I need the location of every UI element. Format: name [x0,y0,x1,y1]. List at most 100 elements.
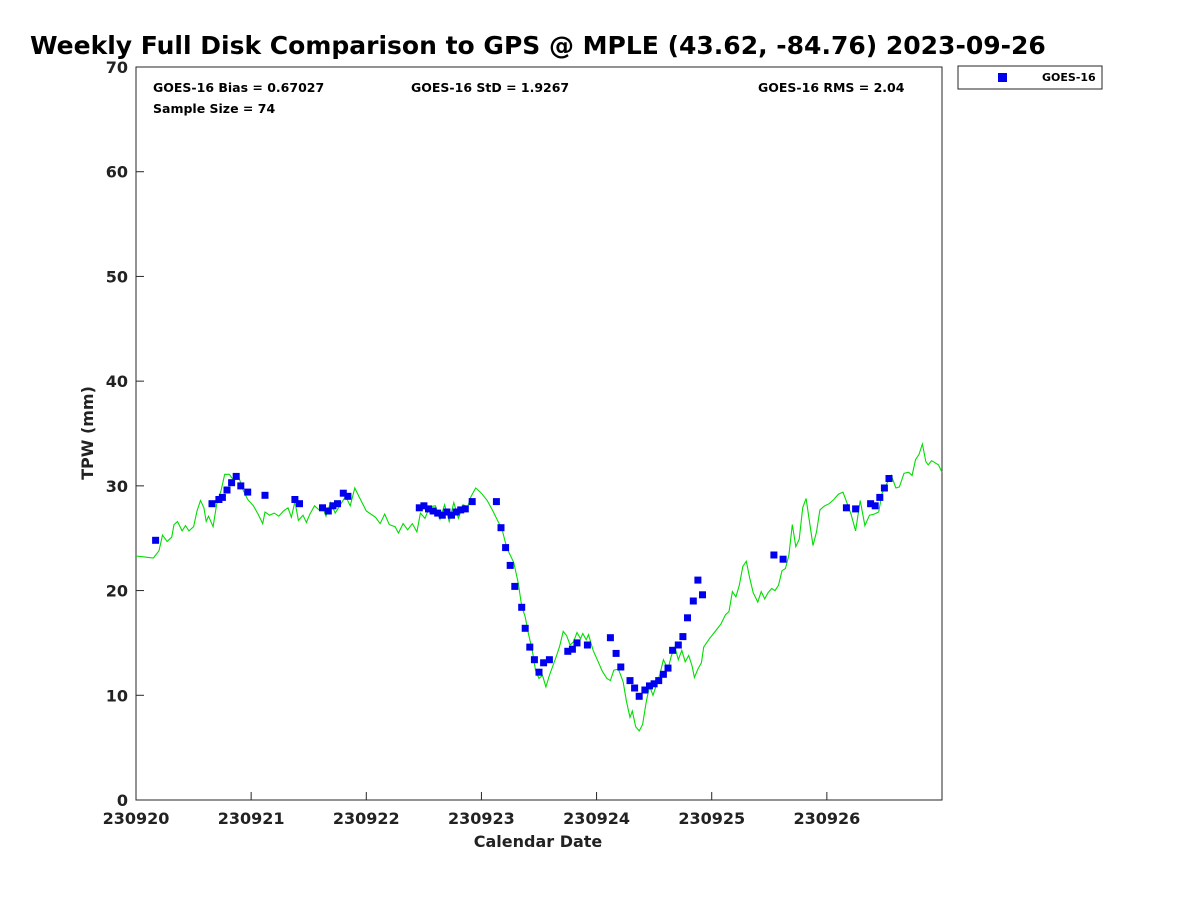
legend: GOES-16 [957,65,1103,90]
stat-sample-size: Sample Size = 74 [153,101,275,116]
goes16-point [535,668,543,676]
goes16-point [617,663,625,671]
goes16-point [452,508,460,516]
y-tick-label: 20 [106,582,128,601]
goes16-point [689,597,697,605]
goes16-point [530,656,538,664]
y-tick-label: 60 [106,163,128,182]
goes16-point [324,507,332,515]
x-tick-label: 230925 [678,809,745,828]
goes16-point [635,692,643,700]
goes16-point [415,504,423,512]
stat-std: GOES-16 StD = 1.9267 [411,80,569,95]
goes16-point [679,633,687,641]
goes16-point [329,502,337,510]
goes16-point [223,486,231,494]
goes16-point [420,502,428,510]
goes16-point [699,591,706,599]
goes16-point [237,482,245,490]
legend-label: GOES-16 [1042,71,1096,84]
y-tick-label: 40 [106,372,128,391]
goes16-point [631,684,639,692]
goes16-point [626,677,634,685]
goes16-point [568,645,576,653]
legend-marker-square-icon [998,73,1007,82]
x-tick-label: 230921 [218,809,285,828]
stat-rms: GOES-16 RMS = 2.04 [758,80,905,95]
x-tick-label: 230922 [333,809,400,828]
goes16-point [468,498,476,506]
axis-layer: 0 10 20 30 40 50 60 70 230920 230921 230922 230923 2… [103,58,861,828]
goes16-point [344,492,352,500]
goes16-point [564,647,572,655]
gps-line [135,441,943,732]
goes16-point [438,511,446,519]
goes16-point [319,504,326,512]
goes16-point [885,475,893,482]
goes16-point [664,664,672,672]
series-layer [135,441,943,732]
goes16-point [646,682,653,690]
y-tick-label: 0 [117,791,128,810]
goes16-point [770,551,778,559]
x-axis-label: Calendar Date [474,832,603,851]
goes16-point [448,511,455,519]
goes16-point [506,561,514,569]
goes16-point [612,649,620,657]
goes16-point [518,603,526,611]
goes16-point [521,624,529,632]
goes16-point [867,500,875,508]
goes16-point [852,505,860,513]
goes16-point [208,500,216,508]
goes16-point [434,509,442,517]
goes16-point [650,680,658,688]
goes16-point [694,576,702,584]
goes16-point [443,508,451,516]
goes16-point [876,493,884,501]
goes16-point [669,646,677,654]
goes16-point [674,641,682,649]
x-tick-label: 230920 [103,809,170,828]
x-tick-label: 230924 [563,809,630,828]
goes16-point [461,505,469,513]
goes16-point [842,504,850,512]
goes16-point [425,505,432,513]
goes16-point [573,639,581,647]
goes16-point [339,489,347,497]
goes16-point [291,496,299,503]
y-axis-label: TPW (mm) [78,386,97,480]
goes16-point [526,643,534,651]
goes16-point [218,493,226,501]
plot-area [135,66,943,801]
goes16-point [228,479,236,487]
legend-box [957,65,1103,90]
goes16-point [871,502,879,510]
y-tick-label: 30 [106,477,128,496]
goes16-point [880,484,888,492]
goes16-point [655,677,663,685]
stat-bias: GOES-16 Bias = 0.67027 [153,80,324,95]
goes16-point [545,656,553,664]
y-tick-label: 70 [106,58,128,77]
y-tick-label: 50 [106,267,128,286]
goes16-point [540,659,548,667]
goes16-point [244,488,252,496]
goes16-point [641,686,649,694]
x-tick-label: 230923 [448,809,515,828]
goes16-point [659,670,667,678]
goes16-point [606,634,614,642]
goes16-point [457,506,465,514]
goes16-point [429,507,437,515]
goes16-point [511,582,519,590]
goes16-point [152,536,160,544]
goes16-point [583,641,591,649]
goes16-point [779,555,787,563]
chart-title: Weekly Full Disk Comparison to GPS @ MPL… [30,31,1046,60]
goes16-point [232,472,240,480]
goes16-point [261,491,269,499]
goes16-point [334,500,341,508]
goes16-point [684,614,691,622]
x-tick-label: 230926 [793,809,860,828]
goes16-point [497,524,505,532]
